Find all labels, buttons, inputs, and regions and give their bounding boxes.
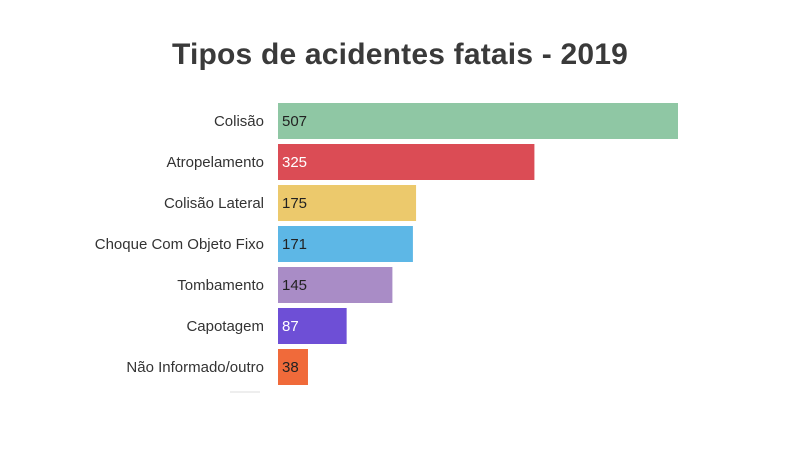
value-label: 507 xyxy=(282,113,307,130)
value-label: 175 xyxy=(282,195,307,212)
value-label: 171 xyxy=(282,236,307,253)
value-label: 325 xyxy=(282,154,307,171)
value-label: 145 xyxy=(282,277,307,294)
bar xyxy=(278,349,308,385)
bar xyxy=(278,267,393,303)
bar xyxy=(278,185,417,221)
category-label: Atropelamento xyxy=(166,154,264,171)
bar xyxy=(278,308,347,344)
category-label: Não Informado/outro xyxy=(126,359,264,376)
category-label: Capotagem xyxy=(186,318,264,335)
bar xyxy=(278,103,678,139)
chart-title: Tipos de acidentes fatais - 2019 xyxy=(171,38,629,71)
bar xyxy=(278,226,413,262)
category-label: Tombamento xyxy=(177,277,264,294)
bars-layer: Colisão 507 Atropelamento 325 Colisão Latera… xyxy=(95,103,678,385)
category-label: Colisão xyxy=(214,113,264,130)
value-label: 87 xyxy=(282,318,299,335)
category-label: Colisão Lateral xyxy=(164,195,264,212)
value-label: 38 xyxy=(282,359,299,376)
category-label: Choque Com Objeto Fixo xyxy=(95,236,264,253)
bar xyxy=(278,144,535,180)
